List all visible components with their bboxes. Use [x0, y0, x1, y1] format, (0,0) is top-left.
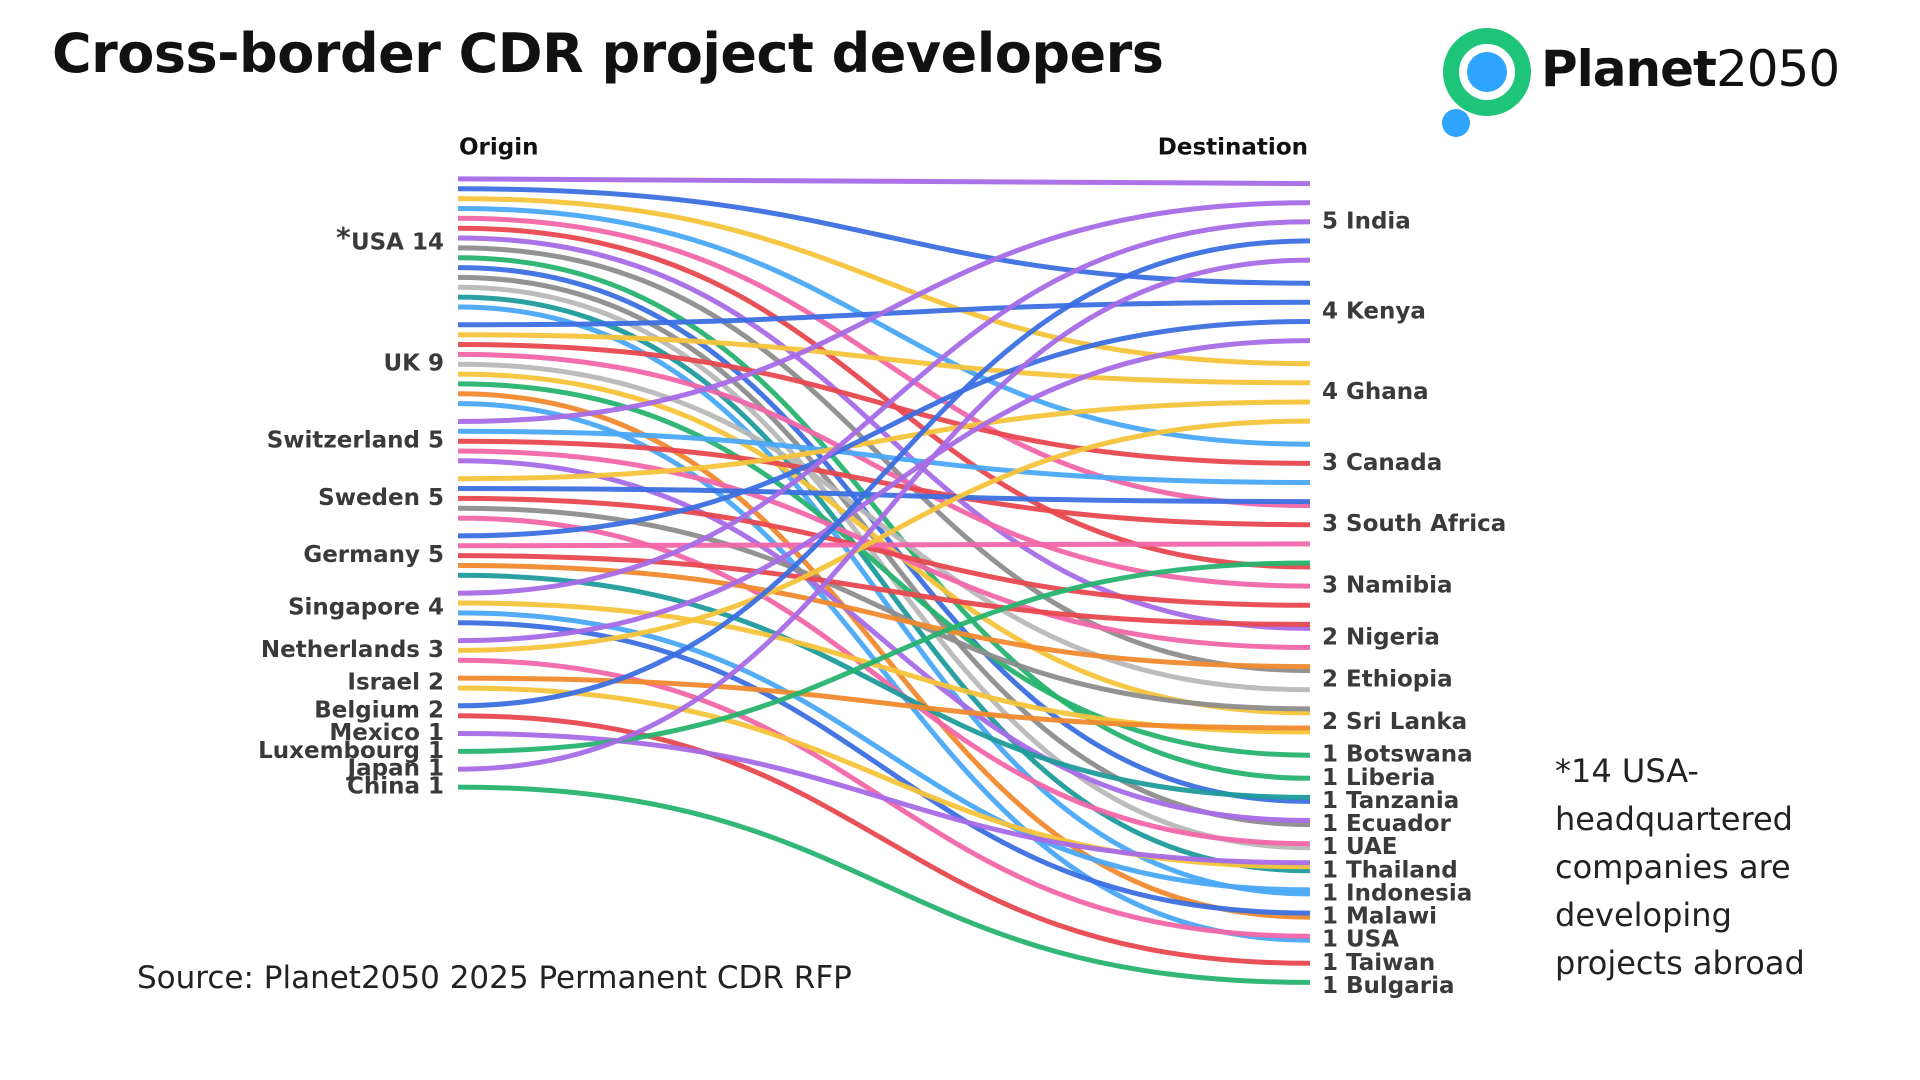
origin-label-belgium: Belgium 2: [314, 697, 444, 723]
flow-uk-to-ethiopia: [457, 361, 1311, 693]
origin-label-mexico: Mexico 1: [329, 720, 444, 746]
origin-label-uk: UK 9: [383, 351, 444, 377]
flow-germany-to-namibia: [457, 553, 1311, 627]
flow-japan-to-india: [457, 257, 1311, 772]
destination-label-sri-lanka: 2 Sri Lanka: [1322, 709, 1467, 735]
flow-usa-to-nigeria: [457, 235, 1311, 631]
destination-label-india: 5 India: [1322, 208, 1411, 234]
flow-sweden-to-ghana: [457, 399, 1311, 482]
origin-label-usa: USA 14: [351, 229, 444, 255]
flow-usa-to-thailand: [457, 294, 1311, 874]
flow-netherlands-to-kenya: [457, 338, 1311, 644]
origin-label-germany: Germany 5: [303, 542, 444, 568]
chart-title: Cross-border CDR project developers: [52, 22, 1164, 85]
origin-label-netherlands: Netherlands 3: [261, 637, 444, 663]
destination-label-canada: 3 Canada: [1322, 450, 1442, 476]
flow-usa-to-ghana: [457, 196, 1311, 367]
flow-germany-to-kenya: [457, 319, 1311, 539]
destination-header: Destination: [1158, 135, 1308, 161]
origin-marker-usa: *: [336, 221, 351, 254]
flow-belgium-to-india: [457, 238, 1311, 709]
destination-label-taiwan: 1 Taiwan: [1322, 950, 1435, 976]
flow-uk-to-botswana: [457, 381, 1311, 758]
destination-label-bulgaria: 1 Bulgaria: [1322, 973, 1455, 999]
planet2050-logo: Planet2050: [1440, 22, 1860, 142]
flow-singapore-to-thailand: [457, 610, 1311, 893]
flow-switzerland-to-south-africa: [457, 438, 1311, 528]
destination-label-thailand: 1 Thailand: [1322, 857, 1458, 883]
footnote: *14 USA-headquartered companies are deve…: [1555, 752, 1805, 982]
destination-label-tanzania: 1 Tanzania: [1322, 788, 1459, 814]
flow-switzerland-to-nigeria: [457, 448, 1311, 650]
flow-singapore-to-indonesia: [457, 620, 1311, 916]
flow-switzerland-to-tanzania: [457, 458, 1311, 823]
destination-label-botswana: 1 Botswana: [1322, 742, 1473, 768]
flow-switzerland-to-india: [457, 200, 1311, 424]
flow-china-to-taiwan: [457, 784, 1311, 985]
destination-label-namibia: 3 Namibia: [1322, 573, 1453, 599]
origin-label-switzerland: Switzerland 5: [267, 428, 444, 454]
destination-label-liberia: 1 Liberia: [1322, 765, 1435, 791]
flow-uk-to-ghana: [457, 332, 1311, 386]
flow-sweden-to-namibia: [457, 495, 1311, 608]
flow-sweden-to-ecuador: [457, 515, 1311, 847]
labels-layer: Origin Destination USA 14* UK 9 Switzerland …: [258, 135, 1506, 999]
planet2050-logo-text: Planet2050: [1541, 40, 1840, 98]
source-note: Source: Planet2050 2025 Permanent CDR RF…: [137, 960, 852, 996]
flow-usa-to-kenya: [457, 186, 1311, 286]
destination-label-malawi: 1 Malawi: [1322, 904, 1437, 930]
origin-label-israel: Israel 2: [347, 670, 444, 696]
flow-usa-to-south-africa: [457, 215, 1311, 509]
logo-word-planet: Planet: [1541, 40, 1717, 98]
flow-uk-to-canada: [457, 342, 1311, 466]
destination-label-nigeria: 2 Nigeria: [1322, 624, 1440, 650]
flow-usa-to-namibia: [457, 225, 1311, 570]
flows-layer: [457, 176, 1311, 985]
destination-label-kenya: 4 Kenya: [1322, 298, 1426, 324]
flow-belgium-to-taiwan: [457, 713, 1311, 966]
destination-label-uae: 1 UAE: [1322, 834, 1398, 860]
destination-label-ghana: 4 Ghana: [1322, 379, 1429, 405]
flow-germany-to-liberia: [457, 572, 1311, 800]
flow-germany-to-south-africa: [457, 541, 1311, 549]
flow-sweden-to-ethiopia: [457, 505, 1311, 712]
destination-label-ecuador: 1 Ecuador: [1322, 811, 1452, 837]
origin-label-japan: Japan 1: [346, 756, 444, 782]
flow-netherlands-to-ghana: [457, 418, 1311, 653]
origin-label-luxembourg: Luxembourg 1: [258, 738, 444, 764]
flow-singapore-to-india: [457, 219, 1311, 596]
destination-label-indonesia: 1 Indonesia: [1322, 880, 1472, 906]
destination-label-ethiopia: 2 Ethiopia: [1322, 667, 1453, 693]
origin-header: Origin: [459, 135, 539, 161]
origin-label-china: China 1: [347, 774, 444, 800]
flow-usa-to-canada: [457, 206, 1311, 447]
destination-label-south-africa: 3 South Africa: [1322, 511, 1506, 537]
logo-word-2050: 2050: [1715, 40, 1840, 98]
flow-switzerland-to-canada: [457, 428, 1311, 485]
planet2050-logo-icon: [1442, 28, 1531, 137]
flow-usa-to-india: [457, 176, 1311, 187]
origin-label-sweden: Sweden 5: [318, 485, 444, 511]
origin-label-singapore: Singapore 4: [288, 594, 444, 620]
destination-label-usa: 1 USA: [1322, 927, 1399, 953]
flow-sweden-to-canada: [457, 486, 1311, 505]
